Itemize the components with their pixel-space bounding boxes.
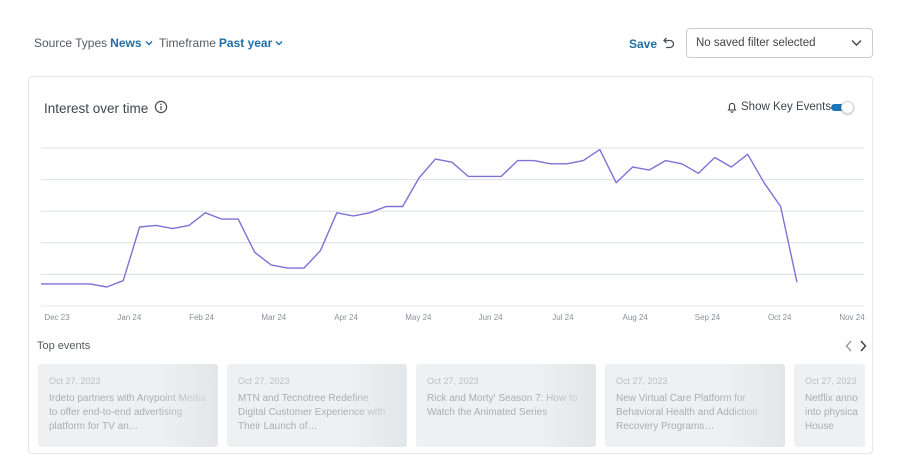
- x-tick-label: Oct 24: [768, 313, 792, 322]
- filter-toolbar: Source Types News Timeframe Past year Sa…: [0, 0, 900, 70]
- key-events-label: Show Key Events: [741, 101, 832, 113]
- x-tick-label: Apr 24: [334, 313, 358, 322]
- x-tick-label: Jan 24: [117, 313, 142, 322]
- event-title: Rick and Morty' Season 7: How to Watch t…: [427, 393, 578, 418]
- event-title: Irdeto partners with Anypoint Media to o…: [49, 393, 206, 432]
- event-card[interactable]: Oct 27, 2023 Netflix anno into physica H…: [794, 364, 865, 447]
- top-events-title: Top events: [37, 340, 91, 352]
- x-tick-label: Sep 24: [695, 313, 721, 322]
- chevron-right-icon[interactable]: [858, 339, 868, 353]
- saved-filter-select[interactable]: No saved filter selected: [686, 28, 873, 58]
- source-types-filter[interactable]: Source Types News: [34, 36, 153, 50]
- event-date: Oct 27, 2023: [805, 376, 857, 386]
- event-date: Oct 27, 2023: [238, 376, 290, 386]
- event-title: New Virtual Care Platform for Behavioral…: [616, 393, 758, 432]
- bell-icon: [727, 102, 737, 113]
- source-types-label: Source Types: [34, 36, 108, 50]
- chevron-down-icon: [275, 41, 283, 46]
- timeframe-filter[interactable]: Timeframe Past year: [159, 36, 283, 50]
- x-tick-label: Feb 24: [189, 313, 214, 322]
- x-tick-label: Jun 24: [479, 313, 504, 322]
- source-types-value: News: [110, 36, 142, 50]
- undo-icon[interactable]: [661, 36, 675, 50]
- event-card[interactable]: Oct 27, 2023 New Virtual Care Platform f…: [605, 364, 785, 447]
- event-date: Oct 27, 2023: [49, 376, 101, 386]
- x-tick-label: Mar 24: [261, 313, 286, 322]
- toggle-knob: [841, 101, 854, 114]
- top-events-list: Oct 27, 2023 Irdeto partners with Anypoi…: [38, 364, 865, 447]
- event-card[interactable]: Oct 27, 2023 Irdeto partners with Anypoi…: [38, 364, 218, 447]
- chevron-down-icon: [851, 40, 862, 46]
- x-tick-label: Dec 23: [44, 313, 70, 322]
- card-title: Interest over time: [44, 101, 149, 116]
- chevron-down-icon: [145, 41, 153, 46]
- event-card[interactable]: Oct 27, 2023 Rick and Morty' Season 7: H…: [416, 364, 596, 447]
- x-tick-label: May 24: [405, 313, 432, 322]
- save-button[interactable]: Save: [629, 37, 658, 51]
- event-card[interactable]: Oct 27, 2023 MTN and Tecnotree Redefine …: [227, 364, 407, 447]
- series-line: [41, 148, 798, 288]
- chevron-left-icon[interactable]: [844, 339, 854, 353]
- event-date: Oct 27, 2023: [616, 376, 668, 386]
- event-title: Netflix anno into physica House: [805, 393, 858, 432]
- saved-filter-value: No saved filter selected: [696, 37, 816, 49]
- x-tick-label: Jul 24: [552, 313, 574, 322]
- timeframe-label: Timeframe: [159, 36, 216, 50]
- x-tick-label: Aug 24: [623, 313, 649, 322]
- interest-line-chart: Dec 23 Jan 24 Feb 24 Mar 24 Apr 24 May 24 Jun …: [41, 147, 865, 322]
- event-title: MTN and Tecnotree Redefine Digital Custo…: [238, 393, 386, 432]
- timeframe-value: Past year: [218, 36, 273, 50]
- info-icon[interactable]: [154, 100, 168, 114]
- x-tick-label: Nov 24: [839, 313, 865, 322]
- event-date: Oct 27, 2023: [427, 376, 479, 386]
- interest-card: Interest over time Show Key Events Dec 2…: [28, 76, 873, 454]
- key-events-toggle[interactable]: [831, 101, 854, 114]
